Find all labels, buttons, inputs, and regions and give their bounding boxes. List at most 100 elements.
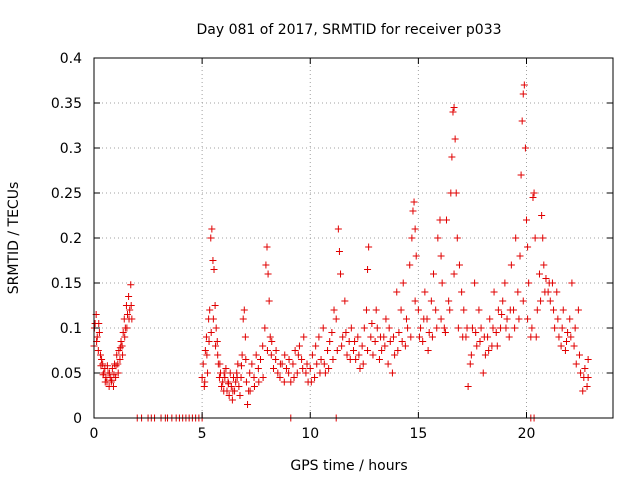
data-point xyxy=(529,194,537,201)
data-point xyxy=(99,360,107,368)
data-point xyxy=(541,288,549,296)
data-point xyxy=(216,360,224,368)
data-point xyxy=(198,374,206,381)
data-point xyxy=(95,329,103,336)
data-point xyxy=(524,315,532,323)
data-point xyxy=(282,365,290,372)
data-point xyxy=(335,248,343,255)
data-point xyxy=(93,333,101,341)
y-tick-label: 0.05 xyxy=(51,366,82,382)
data-point xyxy=(250,383,258,390)
data-point xyxy=(395,329,403,336)
data-point xyxy=(94,347,102,354)
data-point xyxy=(453,234,461,242)
data-point xyxy=(316,369,324,377)
data-point xyxy=(410,198,418,206)
data-point xyxy=(364,347,372,354)
data-point xyxy=(514,288,522,296)
data-point xyxy=(507,261,515,269)
data-point xyxy=(570,342,578,350)
x-axis-label: GPS time / hours xyxy=(290,458,407,474)
data-point xyxy=(267,351,275,359)
data-point xyxy=(238,351,246,359)
data-point xyxy=(313,360,321,368)
data-point xyxy=(367,333,375,341)
data-point xyxy=(454,324,462,332)
data-point xyxy=(299,365,307,372)
data-point xyxy=(225,380,233,388)
data-point xyxy=(97,362,105,370)
data-point xyxy=(531,234,539,242)
data-point xyxy=(281,351,289,359)
data-point xyxy=(262,261,270,269)
data-point xyxy=(515,315,523,323)
data-point xyxy=(406,261,414,269)
data-point xyxy=(106,369,114,377)
data-point xyxy=(250,374,258,381)
data-point xyxy=(95,320,103,327)
data-point xyxy=(581,365,589,372)
data-point xyxy=(460,306,468,314)
chart-title: Day 081 of 2017, SRMTID for receiver p03… xyxy=(196,22,501,38)
data-point xyxy=(226,369,234,377)
data-point xyxy=(401,342,409,350)
data-point xyxy=(213,338,221,345)
data-point xyxy=(266,333,274,341)
data-point xyxy=(584,356,592,363)
data-point xyxy=(312,342,320,350)
data-point xyxy=(239,315,247,323)
data-point xyxy=(311,374,319,381)
x-tick-label: 15 xyxy=(409,426,427,442)
data-point xyxy=(391,351,399,359)
data-point xyxy=(356,365,364,372)
data-point xyxy=(493,342,501,350)
data-point xyxy=(285,369,293,377)
data-point xyxy=(329,356,337,363)
data-point xyxy=(427,297,435,305)
data-point xyxy=(294,351,302,359)
data-point xyxy=(402,315,410,323)
data-point xyxy=(539,234,547,242)
data-point xyxy=(114,360,122,368)
data-point xyxy=(255,378,263,386)
data-point xyxy=(116,356,124,363)
data-point xyxy=(377,333,385,341)
data-point xyxy=(437,252,445,260)
data-point xyxy=(466,360,474,368)
data-point xyxy=(207,329,215,336)
data-point xyxy=(341,297,349,305)
data-point xyxy=(441,329,449,336)
data-point xyxy=(209,315,217,323)
data-point xyxy=(276,374,284,381)
data-point xyxy=(99,371,107,379)
data-point xyxy=(204,369,212,377)
data-point xyxy=(207,234,215,242)
data-point xyxy=(232,378,240,386)
data-point xyxy=(450,104,458,111)
data-point xyxy=(302,369,310,377)
data-point xyxy=(201,378,209,386)
data-point xyxy=(433,324,441,332)
data-point xyxy=(428,333,436,341)
data-point xyxy=(568,279,576,287)
data-point xyxy=(414,306,422,314)
data-point xyxy=(448,153,456,161)
data-point xyxy=(308,351,316,359)
data-point xyxy=(326,338,334,345)
data-point xyxy=(317,356,325,363)
data-point xyxy=(285,356,293,363)
data-point xyxy=(117,338,125,345)
data-point xyxy=(455,261,463,269)
y-tick-labels: 0 0.05 0.1 0.15 0.2 0.25 0.3 0.35 0.4 xyxy=(51,51,82,427)
y-tick-label: 0.35 xyxy=(51,96,82,112)
data-point xyxy=(445,297,453,305)
x-tick-labels: 0 5 10 15 20 xyxy=(90,426,536,442)
data-point xyxy=(473,342,481,350)
data-point xyxy=(530,189,538,197)
data-point xyxy=(373,324,381,332)
data-point xyxy=(479,369,487,377)
data-point xyxy=(437,315,445,323)
data-point xyxy=(248,360,256,368)
data-point xyxy=(520,81,528,89)
